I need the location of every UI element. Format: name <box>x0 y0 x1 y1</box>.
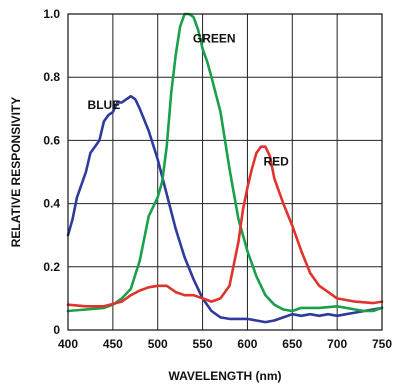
y-tick-label: 0.6 <box>43 133 60 147</box>
x-tick-label: 650 <box>282 337 302 351</box>
x-tick-label: 550 <box>193 337 213 351</box>
x-tick-label: 700 <box>327 337 347 351</box>
x-tick-label: 400 <box>58 337 78 351</box>
y-tick-label: 0.4 <box>43 197 60 211</box>
green-series-line <box>66 12 384 313</box>
x-tick-label: 450 <box>103 337 123 351</box>
series-labels: BLUE GREEN RED <box>88 31 290 168</box>
plot-frame <box>67 13 383 331</box>
x-tick-label: 750 <box>372 337 392 351</box>
blue-series-line <box>66 94 384 324</box>
y-axis-title: RELATIVE RESPONSIVITY <box>9 97 23 247</box>
y-tick-label: 0.2 <box>43 260 60 274</box>
y-tick-labels: 0 0.2 0.4 0.6 0.8 1.0 <box>43 7 60 337</box>
y-tick-label: 1.0 <box>43 7 60 21</box>
x-axis-title: WAVELENGTH (nm) <box>168 369 281 383</box>
x-tick-label: 600 <box>237 337 257 351</box>
red-series-line <box>66 145 384 308</box>
x-tick-labels: 400 450 500 550 600 650 700 750 <box>58 337 392 351</box>
red-series-label: RED <box>263 155 289 169</box>
grid <box>67 13 383 331</box>
y-tick-label: 0.8 <box>43 70 60 84</box>
curves <box>66 12 384 324</box>
x-tick-label: 500 <box>148 337 168 351</box>
blue-series-label: BLUE <box>88 98 121 112</box>
green-series-label: GREEN <box>193 31 236 45</box>
y-tick-label: 0 <box>53 323 60 337</box>
